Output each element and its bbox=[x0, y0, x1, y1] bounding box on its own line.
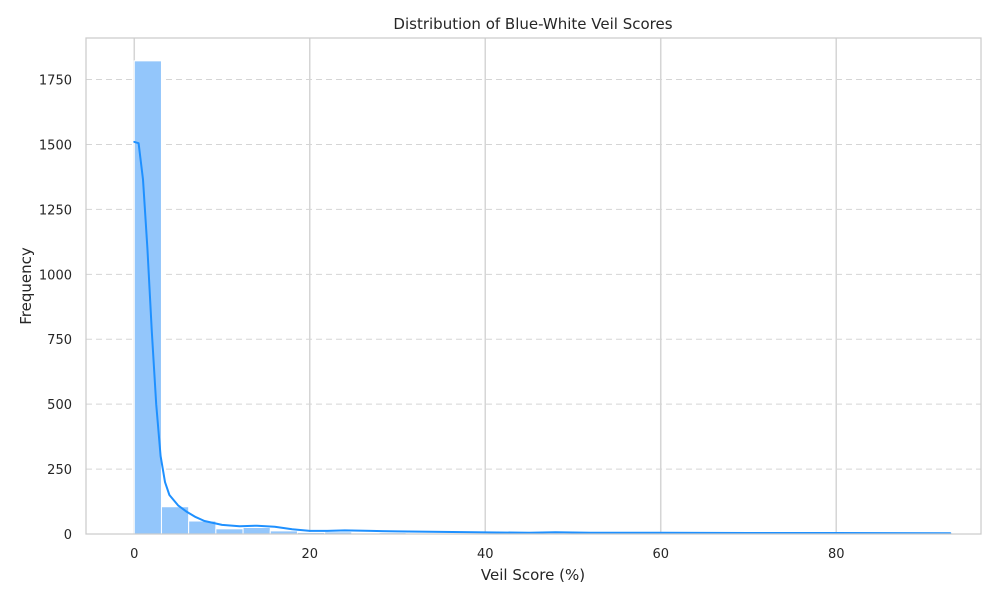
x-tick-label: 20 bbox=[301, 547, 318, 562]
chart-title: Distribution of Blue-White Veil Scores bbox=[393, 15, 672, 33]
y-tick-label: 750 bbox=[47, 333, 72, 348]
y-tick-label: 1250 bbox=[39, 203, 72, 218]
histogram-bar bbox=[215, 528, 244, 535]
histogram-bar bbox=[160, 506, 190, 535]
x-tick-label: 80 bbox=[828, 547, 845, 562]
y-tick-label: 0 bbox=[64, 528, 72, 543]
y-tick-label: 1500 bbox=[39, 138, 72, 153]
grid-lines bbox=[86, 38, 981, 535]
x-axis-ticks: 0 20 40 60 80 bbox=[130, 547, 844, 562]
y-tick-label: 1750 bbox=[39, 74, 72, 89]
x-tick-label: 60 bbox=[652, 547, 669, 562]
kde-line bbox=[133, 140, 952, 535]
y-tick-label: 250 bbox=[47, 463, 72, 478]
x-tick-label: 40 bbox=[477, 547, 494, 562]
y-axis-label: Frequency bbox=[17, 247, 35, 325]
y-tick-label: 1000 bbox=[39, 268, 72, 283]
y-axis-ticks: 0 250 500 750 1000 1250 1500 1750 bbox=[39, 74, 72, 543]
x-axis-label: Veil Score (%) bbox=[481, 566, 585, 584]
histogram-bar bbox=[133, 60, 162, 535]
histogram-bars bbox=[133, 60, 951, 535]
x-tick-label: 0 bbox=[130, 547, 138, 562]
y-tick-label: 500 bbox=[47, 398, 72, 413]
kde-curve-group bbox=[133, 140, 952, 535]
histogram-bar bbox=[242, 527, 271, 535]
plot-frame bbox=[85, 37, 982, 535]
